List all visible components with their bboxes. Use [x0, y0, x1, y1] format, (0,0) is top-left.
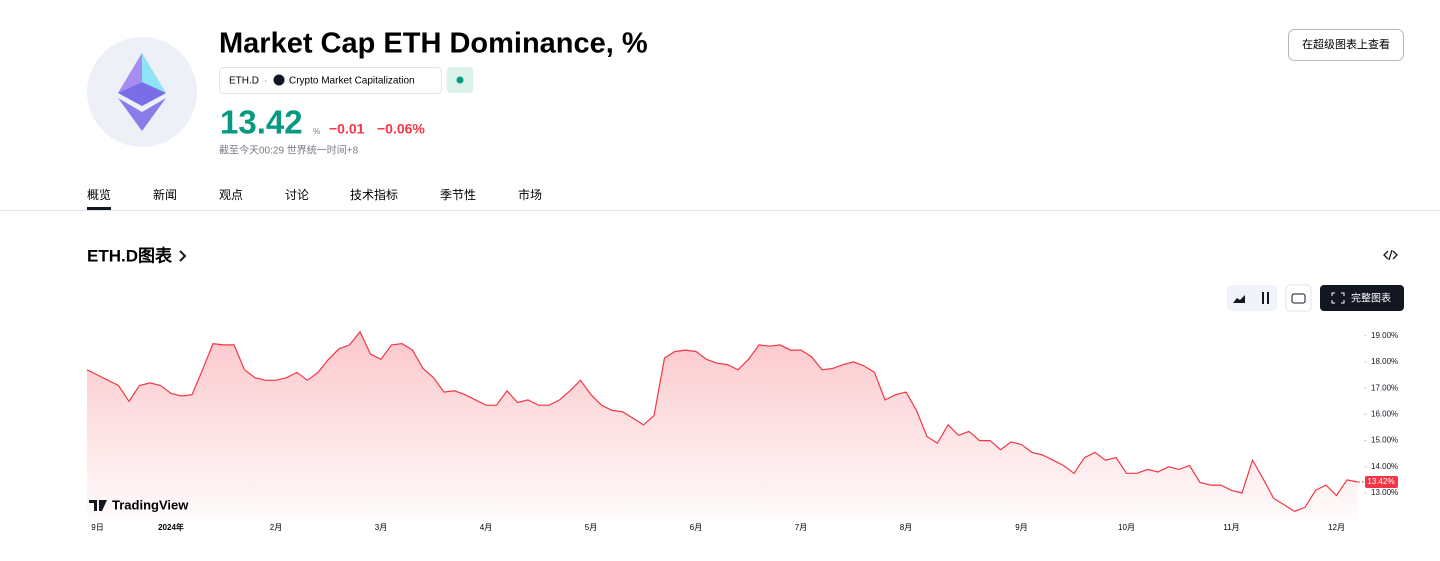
- y-tick-label: 13.00%: [1371, 488, 1398, 497]
- tab-underline: [87, 207, 111, 210]
- timestamp: 截至今天00:29 世界统一时间+8: [219, 144, 359, 157]
- chevron: [179, 250, 187, 262]
- x-tick-label: 9日: [91, 523, 103, 532]
- x-tick-label: 3月: [375, 523, 387, 532]
- x-tick-label: 6月: [690, 523, 702, 532]
- dot: ·: [264, 76, 267, 87]
- x-tick-label: 8月: [900, 523, 912, 532]
- unit: %: [313, 127, 320, 136]
- y-tick-label: 14.00%: [1371, 462, 1398, 471]
- tab[interactable]: 新闻: [153, 187, 177, 202]
- candle-icon: [1262, 292, 1269, 304]
- symbol-badge[interactable]: [219, 67, 442, 94]
- area-fill: [87, 331, 1358, 520]
- brand: [89, 500, 107, 511]
- line: [86, 330, 1358, 512]
- last-value-label: 13.42%: [1367, 477, 1394, 486]
- change-percent: −0.06%: [377, 121, 425, 137]
- x-tick-label: 11月: [1223, 523, 1239, 532]
- x-tick-label: 10月: [1118, 523, 1135, 532]
- snapshot-button[interactable]: [1285, 284, 1312, 312]
- x-tick-label: 4月: [480, 523, 492, 532]
- camera-icon: [1291, 293, 1306, 304]
- tab[interactable]: 市场: [518, 187, 542, 202]
- y-tick-label: 19.00%: [1371, 331, 1398, 340]
- last-value-tag: [1365, 475, 1398, 488]
- tab[interactable]: 概览: [87, 187, 111, 202]
- x-tick-label: 9月: [1015, 523, 1027, 532]
- symbol: ETH.D: [229, 76, 259, 87]
- full-chart-label: 完整图表: [1351, 292, 1391, 305]
- y-tick-label: 16.00%: [1371, 409, 1398, 418]
- embed-icon[interactable]: [1383, 249, 1398, 261]
- title: Market Cap ETH Dominance, %: [219, 28, 648, 60]
- tab[interactable]: 季节性: [440, 188, 476, 202]
- logo: [87, 37, 197, 147]
- x-tick-label: 2月: [270, 523, 282, 532]
- price: 13.42: [220, 104, 303, 141]
- y-tick-label: 18.00%: [1371, 357, 1398, 366]
- expand-icon: [1331, 292, 1345, 304]
- tab[interactable]: 观点: [219, 188, 243, 202]
- change: −0.01: [329, 121, 365, 137]
- y-tick-label: 17.00%: [1371, 383, 1398, 392]
- status-dot: [456, 76, 464, 84]
- x-tick-label: 2024年: [158, 522, 184, 532]
- button-label: 在超级图表上查看: [1302, 37, 1390, 51]
- full-chart-button[interactable]: [1320, 285, 1404, 311]
- source: Crypto Market Capitalization: [289, 76, 415, 87]
- brand-name: TradingView: [112, 497, 189, 512]
- x-tick-label: 5月: [585, 523, 597, 532]
- section-title[interactable]: ETH.D图表: [87, 245, 173, 265]
- y-tick-label: 15.00%: [1371, 436, 1398, 445]
- x-tick-label: 7月: [795, 523, 807, 532]
- source-icon: [273, 74, 285, 86]
- area-icon: [1233, 295, 1245, 303]
- supercharts-button[interactable]: [1288, 29, 1404, 61]
- tab[interactable]: 讨论: [285, 188, 309, 202]
- tab[interactable]: 技术指标: [350, 187, 398, 202]
- x-tick-label: 12月: [1328, 523, 1345, 532]
- chart-type-toggle[interactable]: [1227, 285, 1277, 311]
